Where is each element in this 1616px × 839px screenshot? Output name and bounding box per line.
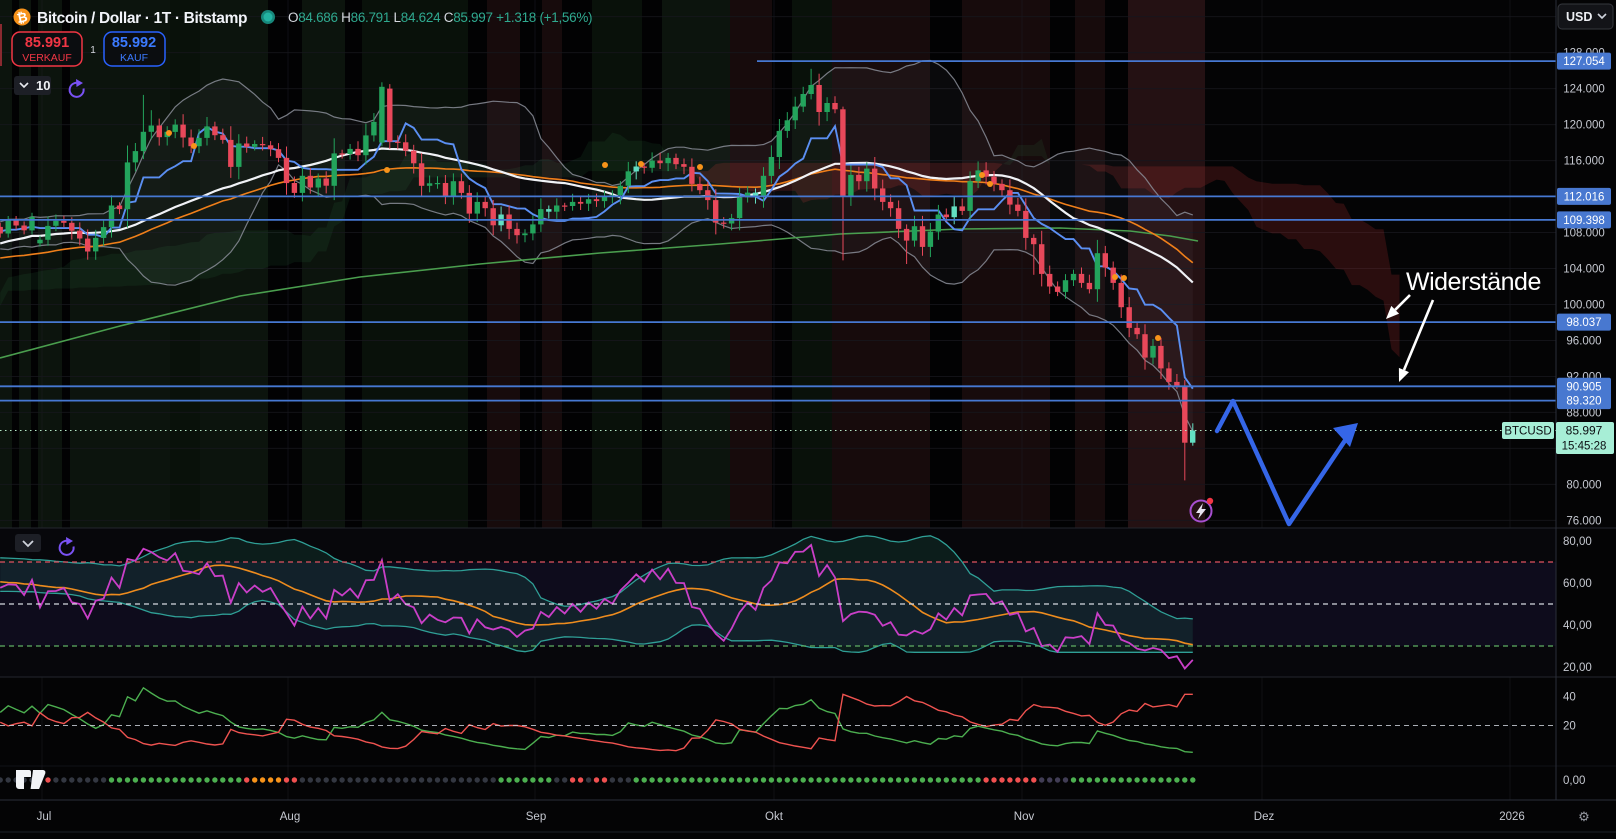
svg-text:108.000: 108.000 xyxy=(1563,228,1605,240)
svg-text:15:45:28: 15:45:28 xyxy=(1562,441,1607,453)
svg-text:Bitcoin / Dollar · 1T · Bitsta: Bitcoin / Dollar · 1T · Bitstamp xyxy=(37,10,247,27)
svg-text:85.997: 85.997 xyxy=(1566,424,1603,438)
svg-text:VERKAUF: VERKAUF xyxy=(22,52,72,64)
svg-text:96.000: 96.000 xyxy=(1566,336,1601,348)
svg-text:USD: USD xyxy=(1566,10,1592,24)
svg-text:O84.686 H86.791 L84.624 C85.99: O84.686 H86.791 L84.624 C85.997 +1.318 (… xyxy=(288,10,592,25)
svg-text:100.000: 100.000 xyxy=(1563,300,1605,312)
svg-text:₿: ₿ xyxy=(15,9,28,26)
svg-text:40: 40 xyxy=(1563,692,1576,704)
svg-text:89.320: 89.320 xyxy=(1566,396,1601,408)
svg-text:85.991: 85.991 xyxy=(25,35,69,51)
svg-text:60,00: 60,00 xyxy=(1563,578,1592,590)
svg-text:80.000: 80.000 xyxy=(1566,479,1601,491)
svg-text:80,00: 80,00 xyxy=(1563,536,1592,548)
svg-text:109.398: 109.398 xyxy=(1563,215,1605,227)
svg-text:104.000: 104.000 xyxy=(1563,264,1605,276)
svg-text:Widerstände: Widerstände xyxy=(1406,268,1541,296)
svg-text:88.000: 88.000 xyxy=(1566,407,1601,419)
svg-text:2026: 2026 xyxy=(1499,811,1525,823)
svg-text:BTCUSD: BTCUSD xyxy=(1504,426,1551,438)
svg-text:0,00: 0,00 xyxy=(1563,775,1585,787)
svg-text:90.905: 90.905 xyxy=(1566,381,1601,393)
svg-text:Aug: Aug xyxy=(280,811,300,823)
svg-text:40,00: 40,00 xyxy=(1563,620,1592,632)
svg-text:116.000: 116.000 xyxy=(1564,156,1605,168)
svg-text:KAUF: KAUF xyxy=(120,52,148,64)
svg-text:124.000: 124.000 xyxy=(1563,84,1605,96)
svg-text:Jul: Jul xyxy=(37,811,52,823)
svg-text:20,00: 20,00 xyxy=(1563,662,1592,674)
svg-text:Okt: Okt xyxy=(765,811,784,823)
svg-text:⚙: ⚙ xyxy=(1578,809,1590,824)
svg-text:98.037: 98.037 xyxy=(1566,317,1601,329)
svg-text:112.016: 112.016 xyxy=(1564,191,1605,203)
svg-text:Nov: Nov xyxy=(1014,811,1035,823)
svg-text:10: 10 xyxy=(36,78,50,93)
svg-text:1: 1 xyxy=(90,45,96,56)
svg-text:76.000: 76.000 xyxy=(1566,515,1601,527)
svg-text:20: 20 xyxy=(1563,721,1576,733)
svg-text:127.054: 127.054 xyxy=(1563,56,1605,68)
svg-text:Dez: Dez xyxy=(1254,811,1275,823)
svg-text:120.000: 120.000 xyxy=(1563,120,1605,132)
svg-text:85.992: 85.992 xyxy=(112,35,156,51)
svg-text:Sep: Sep xyxy=(526,811,546,823)
